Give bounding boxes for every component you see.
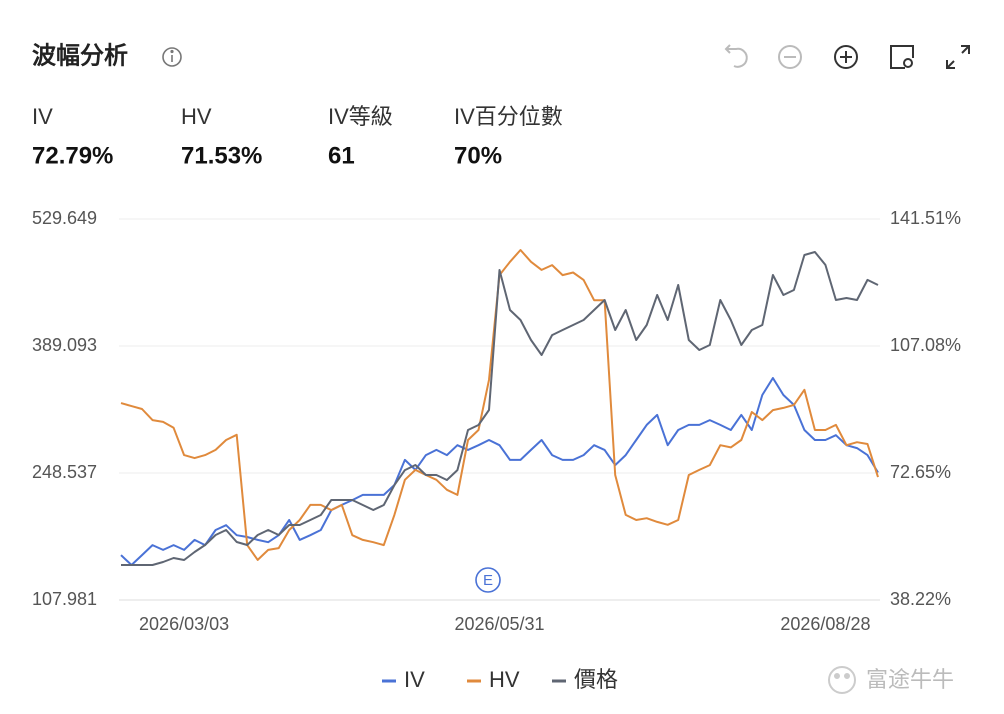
y-tick-label: 107.981 <box>32 589 97 609</box>
stat-value: 61 <box>328 142 355 169</box>
x-tick-label: 2026/05/31 <box>454 614 544 634</box>
legend-label: IV <box>404 667 425 692</box>
series-line <box>120 249 879 561</box>
stat-label: IV <box>32 104 53 129</box>
stat-value: 72.79% <box>32 142 113 169</box>
event-label: E <box>483 572 493 589</box>
watermark-icon <box>828 666 856 694</box>
y-tick-label: 389.093 <box>32 335 97 355</box>
legend-label: 價格 <box>574 667 618 692</box>
info-icon[interactable] <box>162 47 182 67</box>
y-tick-label: 529.649 <box>32 208 97 228</box>
stat-label: HV <box>181 104 212 129</box>
stat-value: 71.53% <box>181 142 262 169</box>
event-marker <box>475 567 501 593</box>
stat-value: 70% <box>454 142 502 169</box>
series-line <box>120 377 879 566</box>
undo-button[interactable] <box>724 44 748 68</box>
x-tick-label: 2026/03/03 <box>139 614 229 634</box>
stat-label: IV等級 <box>328 104 393 129</box>
zoom-out-button[interactable] <box>778 45 802 69</box>
x-tick-label: 2026/08/28 <box>780 614 870 634</box>
watermark: 富途牛牛 <box>866 667 954 692</box>
fullscreen-button[interactable] <box>946 45 970 69</box>
legend-label: HV <box>489 667 520 692</box>
y2-tick-label: 141.51% <box>890 208 961 228</box>
zoom-in-button[interactable] <box>834 45 858 69</box>
y2-tick-label: 38.22% <box>890 589 951 609</box>
y2-tick-label: 107.08% <box>890 335 961 355</box>
y-tick-label: 248.537 <box>32 462 97 482</box>
y2-tick-label: 72.65% <box>890 462 951 482</box>
stat-label: IV百分位數 <box>454 104 563 129</box>
legend: IV HV 價格 <box>382 667 618 692</box>
series-line <box>121 251 879 566</box>
settings-button[interactable] <box>890 45 914 69</box>
card-title: 波幅分析 <box>32 42 128 69</box>
